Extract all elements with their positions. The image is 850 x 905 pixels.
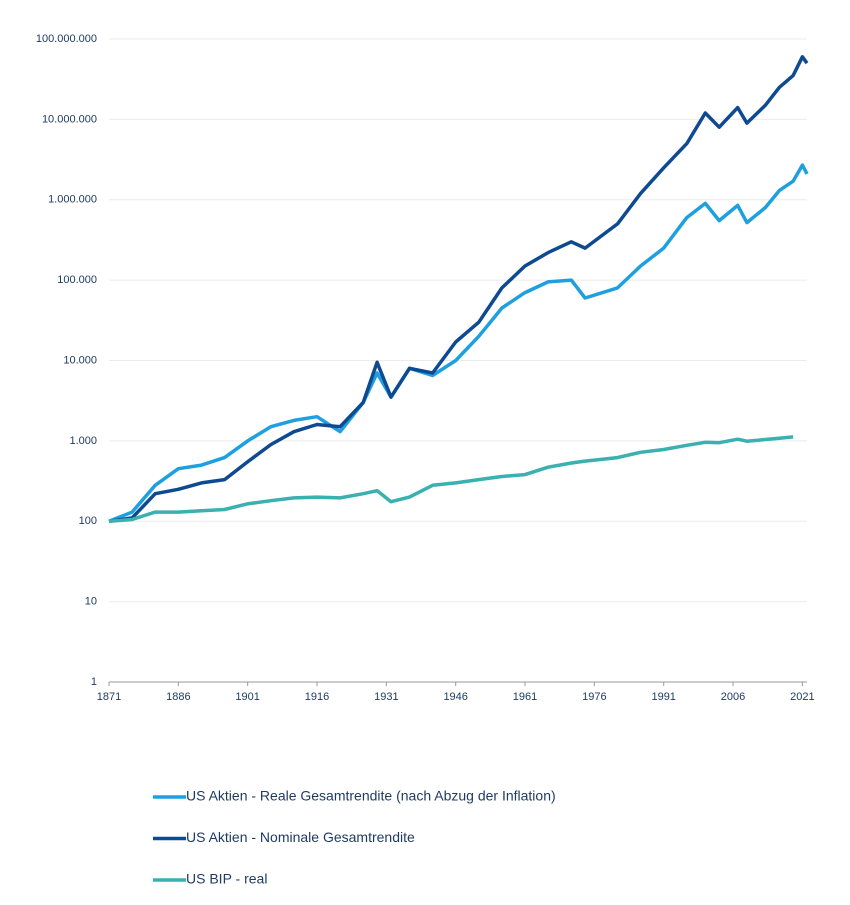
x-tick-label: 1901 — [235, 691, 259, 703]
x-tick-label: 1916 — [305, 691, 329, 703]
y-tick-label: 1 — [91, 676, 97, 688]
legend-text: US BIP - real — [186, 871, 267, 887]
y-tick-label: 1.000.000 — [48, 194, 97, 206]
series-line — [108, 163, 809, 523]
y-tick-label: 100.000 — [57, 274, 97, 286]
y-tick-label: 100 — [79, 515, 97, 527]
y-tick-label: 10 — [85, 596, 97, 608]
x-tick-label: 1886 — [166, 691, 190, 703]
x-tick-label: 2006 — [721, 691, 745, 703]
x-tick-label: 1931 — [374, 691, 398, 703]
x-tick-label: 1976 — [582, 691, 606, 703]
series-line — [108, 435, 794, 524]
y-tick-label: 100.000.000 — [36, 33, 97, 45]
x-tick-label: 1991 — [651, 691, 675, 703]
legend-text: US Aktien - Nominale Gesamtrendite — [186, 829, 415, 845]
x-tick-label: 1961 — [513, 691, 537, 703]
x-tick-label: 2021 — [790, 691, 814, 703]
y-tick-label: 10.000 — [63, 354, 97, 366]
x-tick-label: 1871 — [97, 691, 121, 703]
x-tick-label: 1946 — [443, 691, 467, 703]
series-line — [108, 55, 809, 524]
legend-text: US Aktien - Reale Gesamtrendite (nach Ab… — [186, 788, 556, 804]
y-tick-label: 10.000.000 — [42, 113, 97, 125]
y-tick-label: 1.000 — [69, 435, 97, 447]
